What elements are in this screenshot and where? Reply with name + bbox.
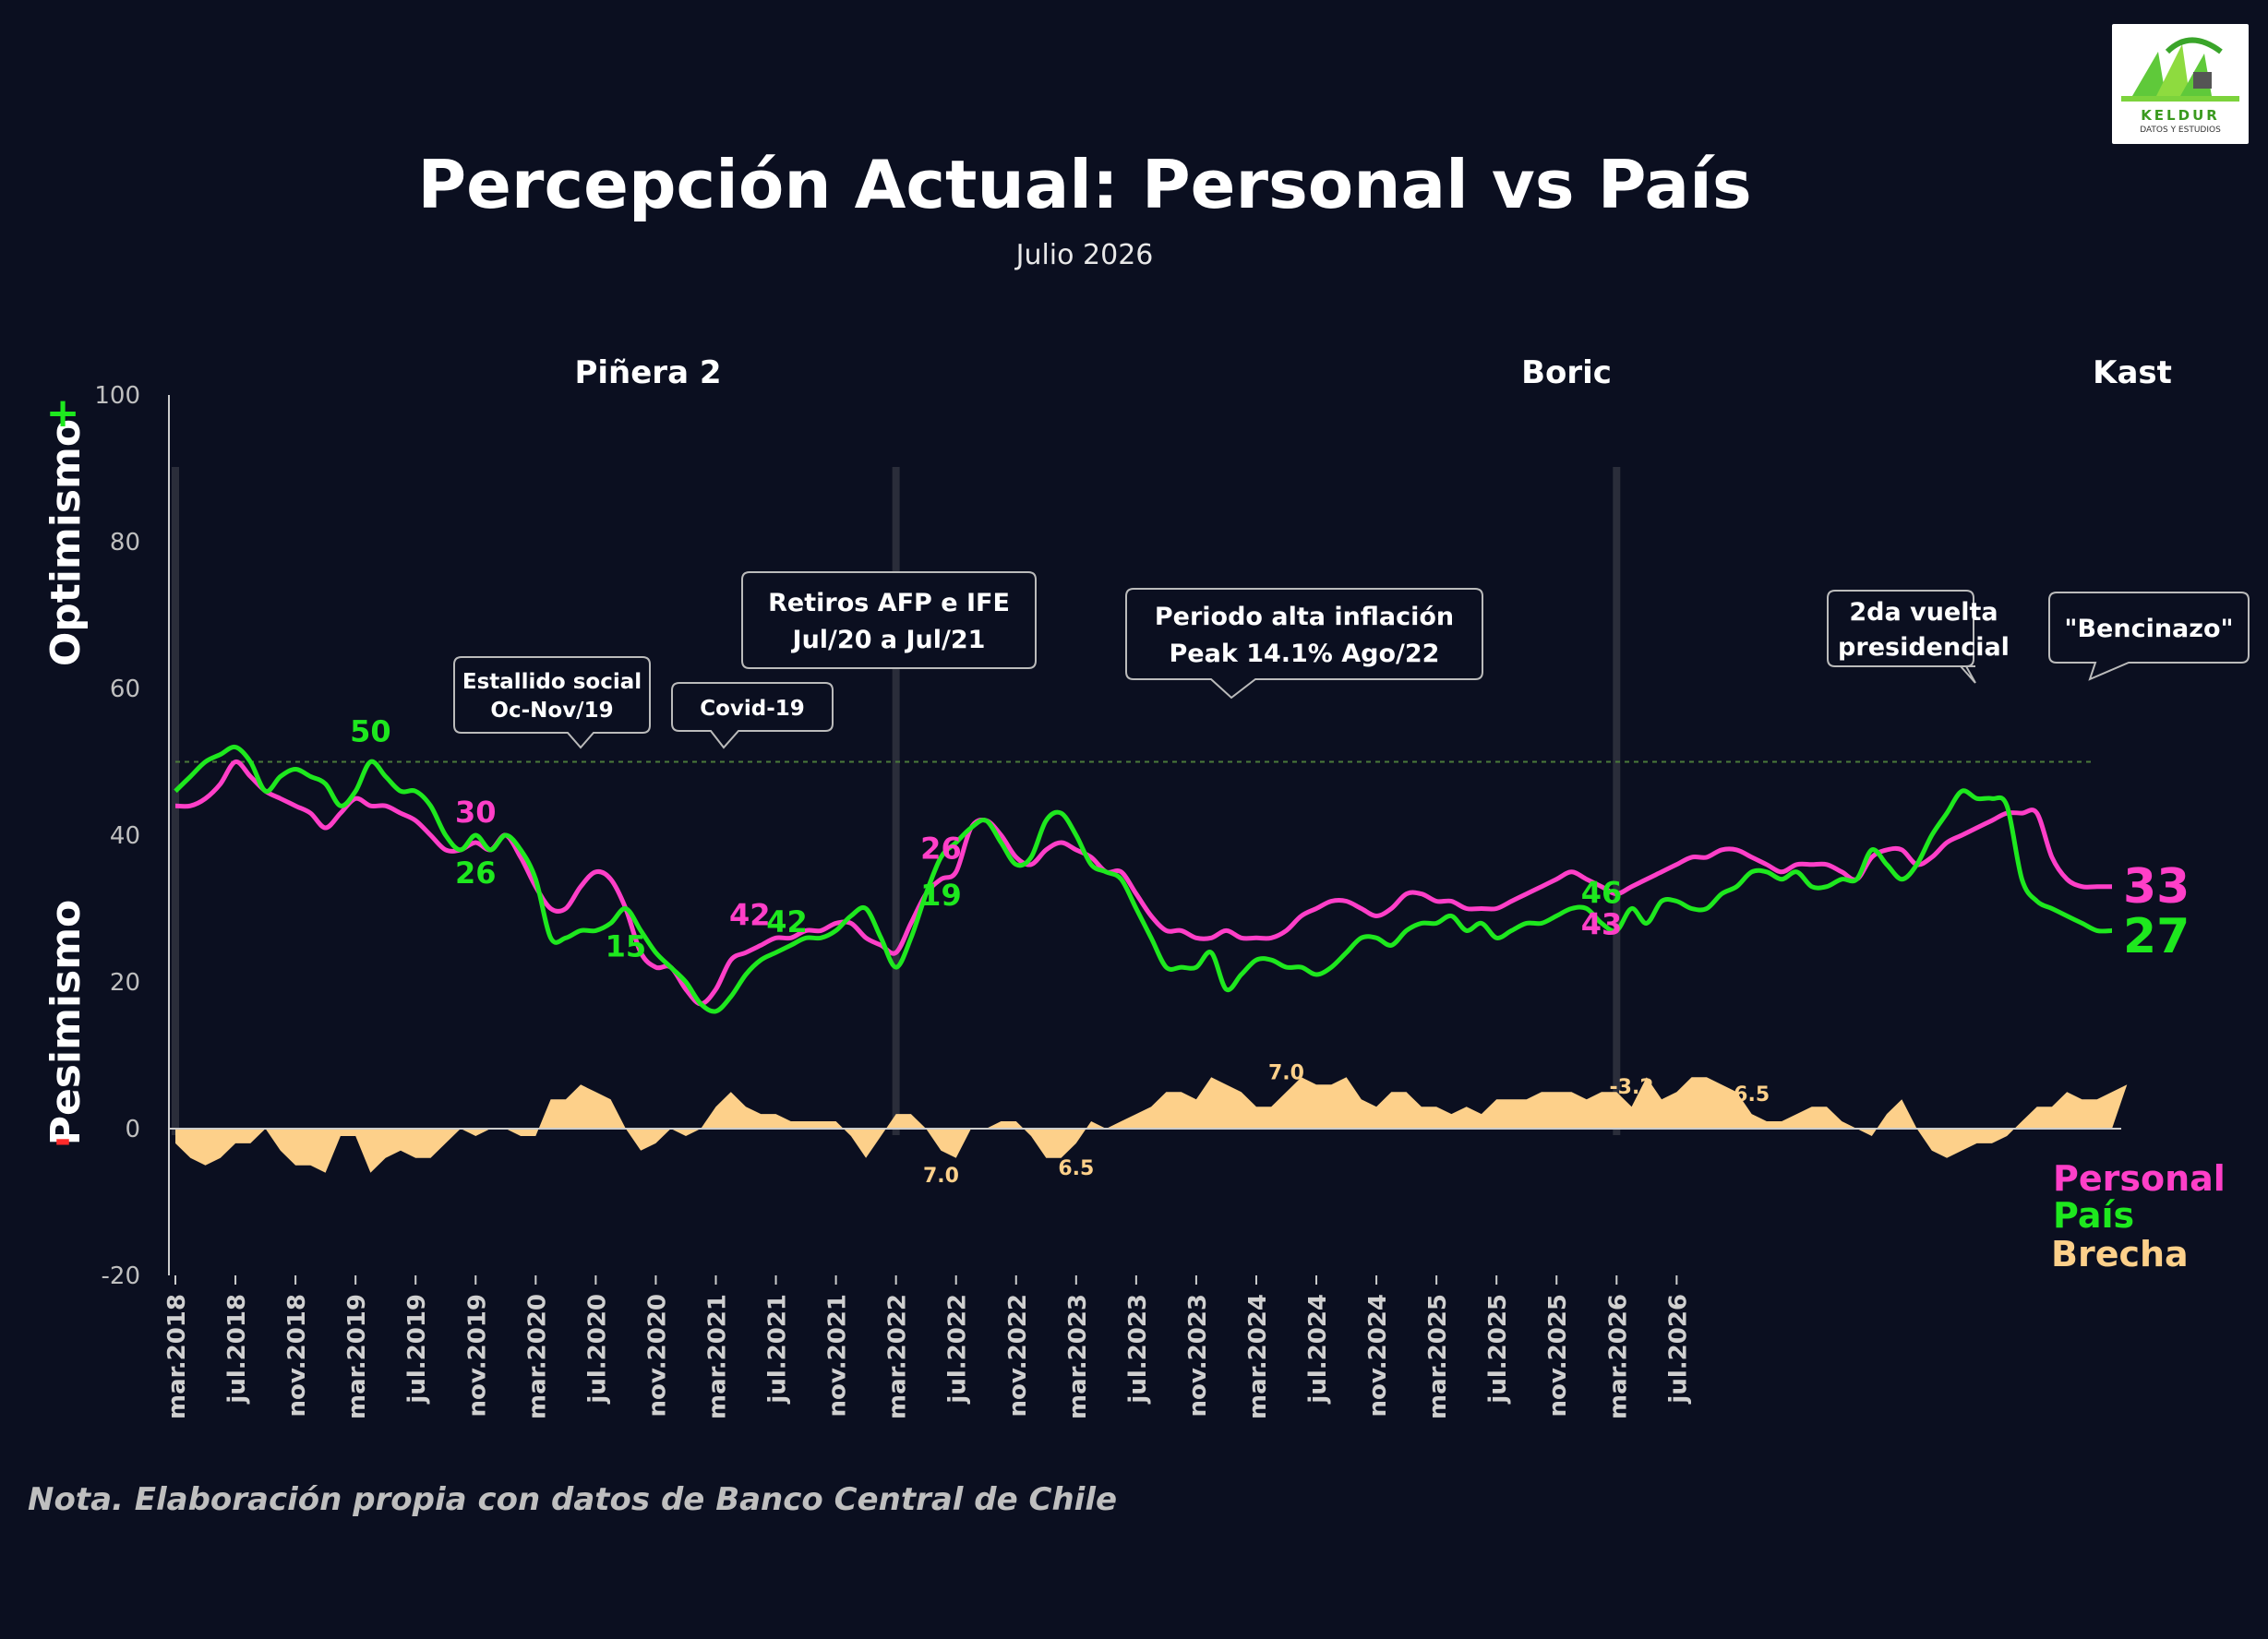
point-label: 30	[455, 795, 497, 830]
chart-subtitle: Julio 2026	[1014, 239, 1154, 271]
callout-retiros: Retiros AFP e IFE Jul/20 a Jul/21	[741, 571, 1037, 669]
logo-name: KELDUR	[2141, 107, 2220, 124]
series-pais-line	[174, 744, 2113, 1014]
logo: KELDUR DATOS Y ESTUDIOS	[2112, 24, 2249, 144]
callout-retiros-line2: Jul/20 a Jul/21	[791, 626, 986, 654]
x-tick-label: nov.2024	[1364, 1294, 1392, 1417]
end-label-pais: 27	[2123, 909, 2190, 964]
x-tick-label: nov.2023	[1184, 1294, 1212, 1417]
x-tick-label: jul.2024	[1304, 1294, 1332, 1405]
logo-subtitle: DATOS Y ESTUDIOS	[2140, 126, 2221, 135]
point-label: 26	[455, 855, 497, 891]
x-tick-label: mar.2018	[163, 1294, 191, 1419]
brecha-label: 7.0	[1268, 1061, 1304, 1084]
brecha-label: 6.5	[1058, 1157, 1094, 1180]
legend-pais: País	[2053, 1195, 2134, 1236]
chart-title: Percepción Actual: Personal vs País	[417, 146, 1751, 223]
minus-sign: -	[54, 1117, 71, 1164]
point-label: 46	[1581, 875, 1623, 910]
x-tick-label: jul.2021	[764, 1294, 792, 1405]
legend-personal: Personal	[2053, 1158, 2226, 1199]
period-label-boric: Boric	[1521, 354, 1612, 391]
x-tick-label: nov.2021	[824, 1294, 852, 1417]
x-tick-label: jul.2019	[403, 1294, 431, 1405]
x-tick-label: nov.2022	[1004, 1294, 1032, 1417]
x-tick-label: nov.2019	[463, 1294, 491, 1417]
callout-estallido-line1: Estallido social	[462, 670, 642, 694]
callout-estallido-line2: Oc-Nov/19	[490, 699, 613, 723]
footnote: Nota. Elaboración propia con datos de Ba…	[28, 1481, 1117, 1518]
x-tick-label: nov.2020	[643, 1294, 671, 1417]
x-tick-label: mar.2024	[1244, 1294, 1272, 1419]
x-tick-label: mar.2023	[1064, 1294, 1092, 1419]
x-tick-label: jul.2018	[223, 1294, 251, 1405]
x-tick-label: mar.2025	[1424, 1294, 1452, 1419]
y-tick-label: 80	[110, 529, 140, 556]
y-tick-label: 100	[94, 382, 140, 410]
callout-covid: Covid-19	[671, 682, 834, 749]
series-brecha-area	[175, 1077, 2128, 1173]
logo-mark-icon	[2121, 37, 2239, 102]
y-axis-label-pesimismo: Pesimismo	[42, 900, 90, 1146]
x-tick-label: nov.2025	[1544, 1294, 1572, 1417]
x-tick-label: jul.2020	[583, 1294, 611, 1405]
point-label: 26	[920, 831, 962, 867]
callout-covid-line1: Covid-19	[700, 697, 805, 721]
x-tick-label: jul.2025	[1484, 1294, 1512, 1405]
point-label: 19	[920, 878, 962, 913]
x-tick-label: jul.2023	[1124, 1294, 1152, 1405]
x-tick-label: mar.2020	[523, 1294, 551, 1419]
callout-inflacion-line1: Periodo alta inflación	[1155, 603, 1454, 631]
legend-brecha: Brecha	[2051, 1234, 2189, 1274]
x-tick-label: nov.2018	[283, 1294, 311, 1417]
y-tick-label: 0	[125, 1116, 140, 1143]
point-label: 42	[729, 897, 771, 932]
brecha-label: 7.0	[923, 1165, 959, 1188]
y-tick-label: 40	[110, 822, 140, 850]
callout-bencinazo-line1: "Bencinazo"	[2064, 615, 2233, 643]
x-tick-label: mar.2021	[703, 1294, 731, 1419]
y-tick-label: 20	[110, 969, 140, 997]
end-label-personal: 33	[2123, 859, 2190, 915]
callout-inflacion-line2: Peak 14.1% Ago/22	[1170, 640, 1440, 668]
x-tick-label: jul.2022	[944, 1294, 972, 1405]
point-label: 50	[350, 714, 391, 749]
x-tick-label: mar.2022	[884, 1294, 912, 1419]
brecha-label: 6.5	[1734, 1083, 1770, 1107]
point-label: 42	[766, 904, 808, 939]
callout-vuelta: 2da vuelta presidencial	[1827, 590, 2010, 684]
period-label-kast: Kast	[2093, 354, 2172, 391]
point-label: 15	[606, 929, 647, 964]
y-tick-label: -20	[102, 1262, 140, 1290]
plus-sign: +	[46, 389, 80, 437]
callout-vuelta-line1: 2da vuelta	[1849, 598, 1998, 627]
x-tick-label: jul.2026	[1664, 1294, 1692, 1405]
callout-inflacion: Periodo alta inflación Peak 14.1% Ago/22	[1125, 588, 1483, 700]
x-tick-label: mar.2026	[1604, 1294, 1632, 1419]
y-axis-label-optimismo: Optimismo	[42, 419, 90, 666]
callout-vuelta-line2: presidencial	[1838, 633, 2010, 662]
brecha-label: -3.2	[1610, 1076, 1654, 1099]
period-label-pinera: Piñera 2	[574, 354, 721, 391]
y-tick-label: 60	[110, 676, 140, 703]
callout-retiros-line1: Retiros AFP e IFE	[768, 589, 1010, 617]
callout-estallido: Estallido social Oc-Nov/19	[453, 656, 651, 749]
callout-bencinazo: "Bencinazo"	[2048, 592, 2250, 681]
point-label: 43	[1581, 907, 1623, 942]
x-tick-label: mar.2019	[343, 1294, 371, 1419]
